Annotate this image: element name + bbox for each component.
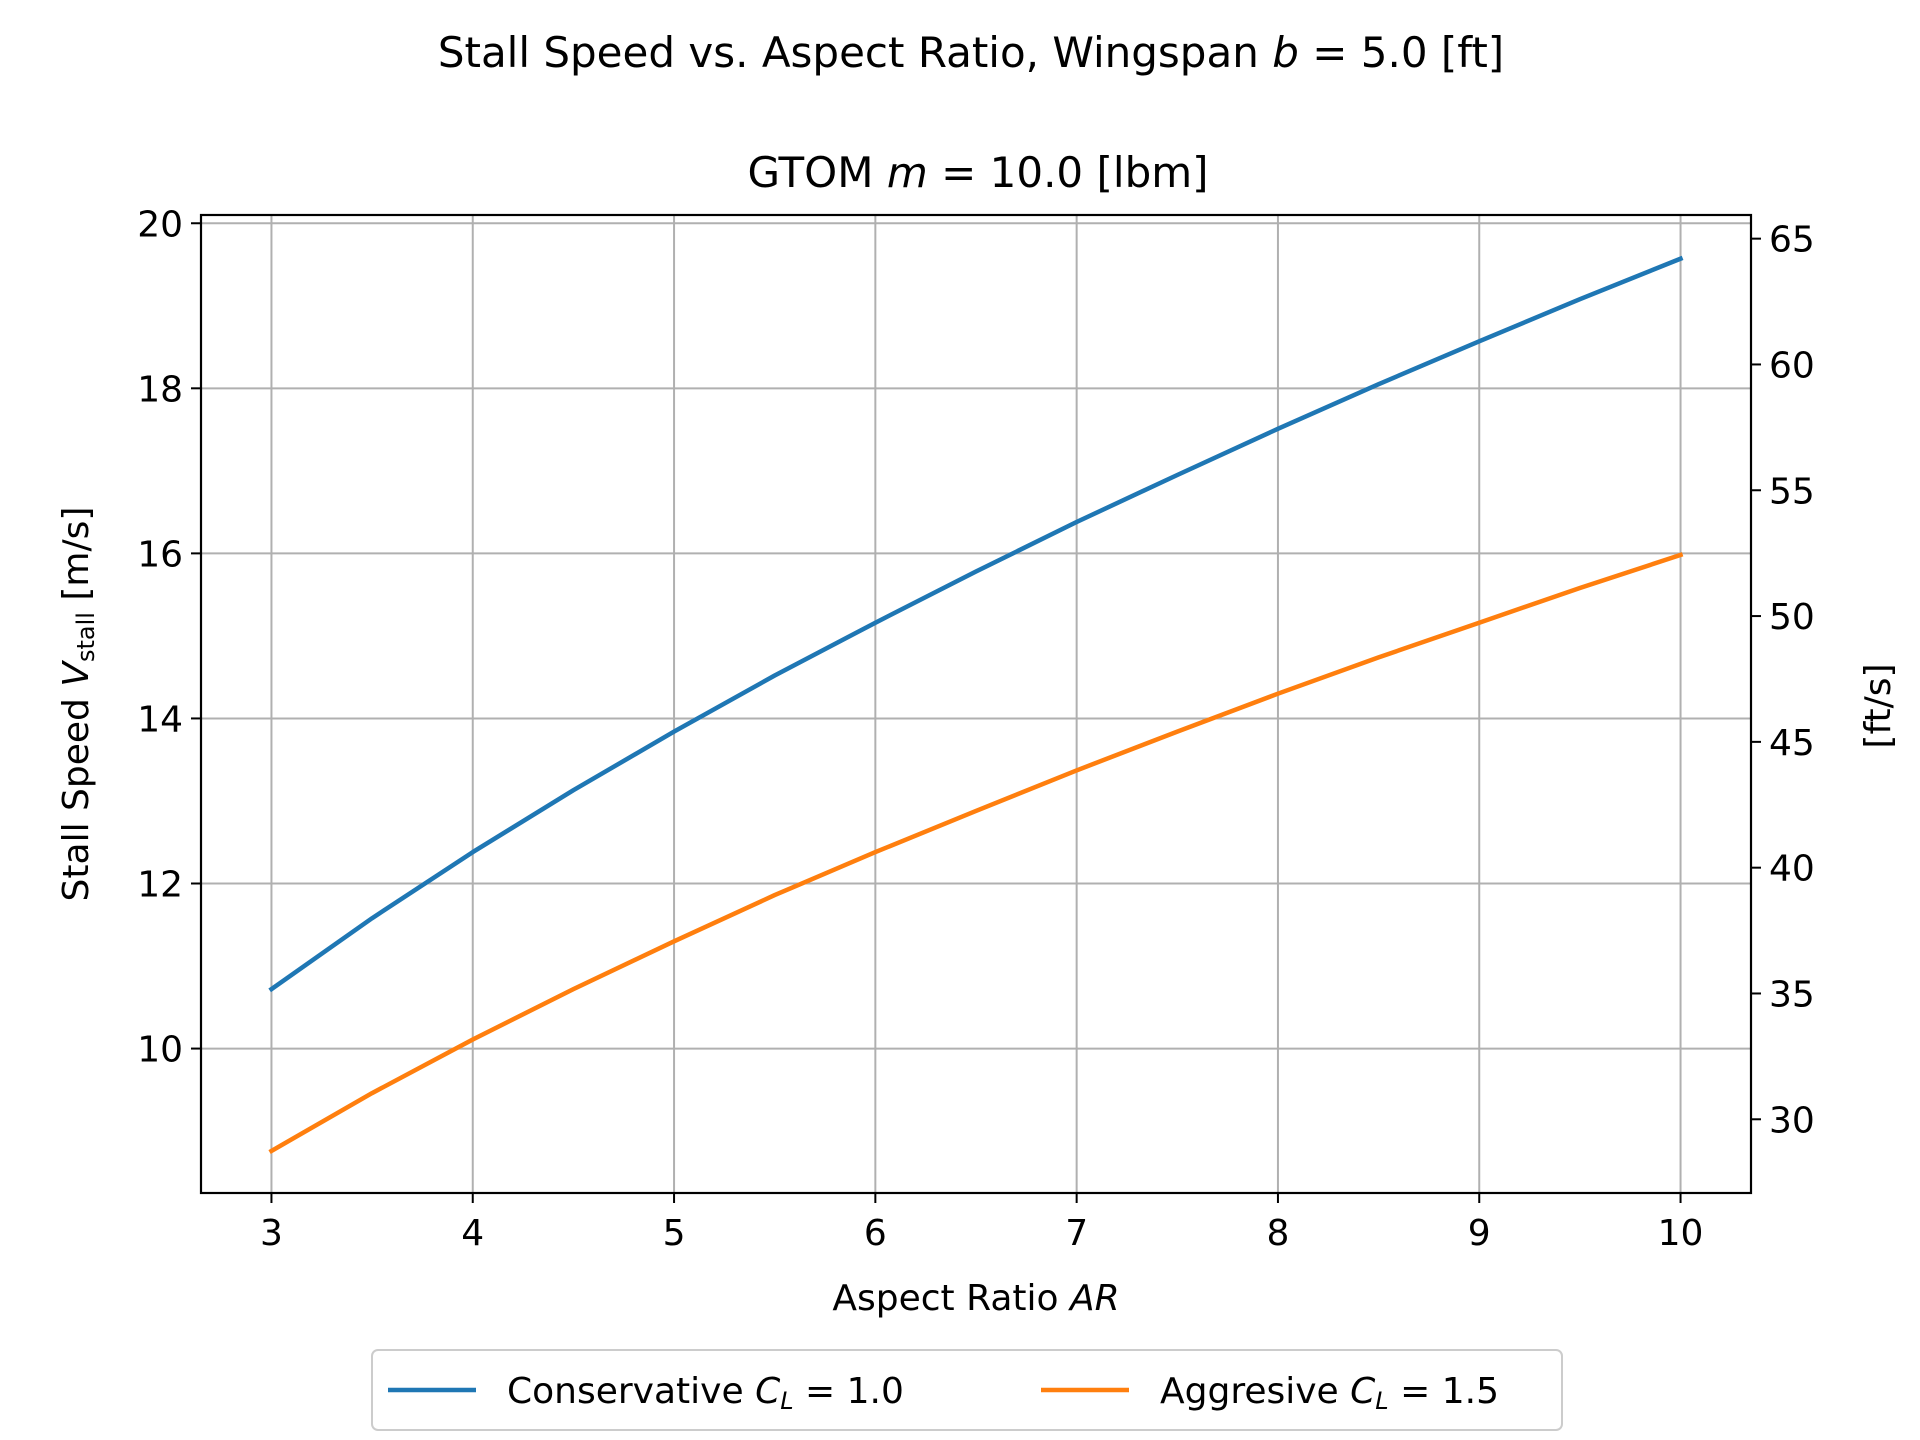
y-tick-label: 18 — [137, 369, 183, 410]
legend-label-conservative-var: C — [755, 1371, 781, 1412]
series-line-aggresive — [268, 552, 1684, 1154]
grid — [201, 215, 1751, 1193]
legend-label-aggresive-post: = 1.5 — [1389, 1371, 1499, 1412]
x-tick-label: 10 — [1658, 1213, 1704, 1254]
y2-tick-label: 35 — [1769, 974, 1815, 1015]
chart-subtitle: GTOM m = 10.0 [lbm] — [747, 148, 1208, 197]
series-layer — [268, 255, 1684, 1154]
y-axis-label-post: [m/s] — [56, 507, 97, 613]
x-axis-label-pre: Aspect Ratio — [832, 1278, 1070, 1319]
y2-tick-label: 65 — [1769, 220, 1815, 261]
x-tick-label: 9 — [1468, 1213, 1491, 1254]
y-axis-label-var: V — [56, 660, 97, 687]
chart-title-post: = 5.0 [ft] — [1299, 28, 1504, 77]
legend: Conservative CL = 1.0 Aggresive CL = 1.5 — [371, 1349, 1563, 1431]
y-axis-label: Stall Speed Vstall [m/s] — [56, 507, 100, 902]
y2-tick-label: 55 — [1769, 471, 1815, 512]
y-tick-label: 12 — [137, 865, 183, 906]
y2-tick-label: 30 — [1769, 1100, 1815, 1141]
x-tick-label: 5 — [663, 1213, 686, 1254]
legend-label-aggresive-var: C — [1350, 1371, 1376, 1412]
legend-label-aggresive-pre: Aggresive — [1160, 1371, 1350, 1412]
series-line-conservative — [268, 255, 1684, 993]
y2-axis-ticks: 30 35 40 45 50 55 60 65 — [1751, 220, 1815, 1141]
x-tick-label: 6 — [864, 1213, 887, 1254]
x-axis-label-var: AR — [1068, 1278, 1120, 1319]
y-axis-label-pre: Stall Speed — [56, 687, 97, 902]
x-tick-label: 8 — [1266, 1213, 1289, 1254]
legend-label-conservative-pre: Conservative — [507, 1371, 755, 1412]
y2-tick-label: 50 — [1769, 597, 1815, 638]
legend-label-conservative-sub: L — [780, 1387, 793, 1415]
y2-tick-label: 45 — [1769, 723, 1815, 764]
x-axis-ticks: 3 4 5 6 7 8 9 10 — [260, 1193, 1703, 1254]
legend-label-conservative: Conservative CL = 1.0 — [507, 1371, 904, 1415]
y-tick-label: 14 — [137, 699, 183, 740]
y-axis-ticks: 10 12 14 16 18 20 — [137, 204, 201, 1071]
y-tick-label: 16 — [137, 534, 183, 575]
chart-subtitle-pre: GTOM — [747, 148, 886, 197]
x-tick-label: 4 — [461, 1213, 484, 1254]
chart-subtitle-var: m — [887, 148, 928, 197]
y-tick-label: 10 — [137, 1030, 183, 1071]
plot-frame — [199, 213, 1753, 1195]
legend-frame — [371, 1349, 1563, 1431]
chart-title-var: b — [1272, 28, 1299, 77]
x-tick-label: 7 — [1065, 1213, 1088, 1254]
chart-title-pre: Stall Speed vs. Aspect Ratio, Wingspan — [438, 28, 1272, 77]
legend-label-aggresive-sub: L — [1375, 1387, 1388, 1415]
y2-tick-label: 40 — [1769, 849, 1815, 890]
x-tick-label: 3 — [260, 1213, 283, 1254]
y-tick-label: 20 — [137, 204, 183, 245]
chart-title: Stall Speed vs. Aspect Ratio, Wingspan b… — [438, 28, 1504, 77]
x-axis-label: Aspect Ratio AR — [832, 1278, 1119, 1319]
y-axis-label-sub: stall — [72, 612, 100, 662]
y2-tick-label: 60 — [1769, 345, 1815, 386]
legend-label-aggresive: Aggresive CL = 1.5 — [1160, 1371, 1499, 1415]
y2-axis-label: [ft/s] — [1858, 663, 1899, 748]
legend-label-conservative-post: = 1.0 — [794, 1371, 904, 1412]
chart-subtitle-post: = 10.0 [lbm] — [928, 148, 1209, 197]
